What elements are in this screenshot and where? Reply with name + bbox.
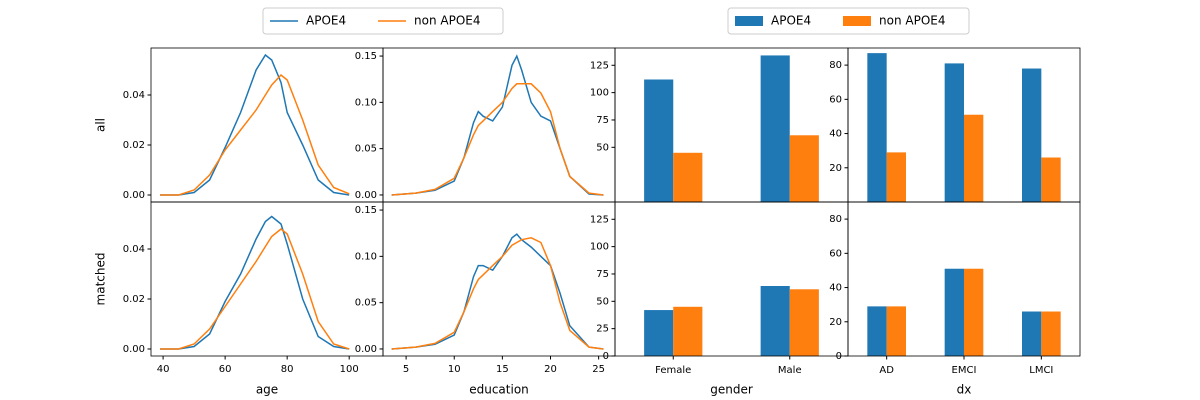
bar [964, 114, 984, 202]
x-tick-label: 60 [219, 364, 232, 375]
axes-frame [382, 47, 616, 203]
y-tick-label: 60 [829, 94, 842, 105]
y-tick-label: 100 [590, 88, 609, 99]
x-tick-label: 20 [544, 364, 557, 375]
x-tick-label: 10 [448, 364, 461, 375]
bar [644, 79, 674, 202]
bar [789, 289, 819, 356]
y-tick-label: 40 [829, 283, 842, 294]
bar [886, 152, 906, 202]
bar [760, 55, 790, 202]
legend-label: non APOE4 [879, 14, 945, 28]
density-line [160, 228, 350, 350]
x-tick-label: EMCI [952, 365, 977, 376]
legend-label: APOE4 [771, 14, 811, 28]
y-tick-label: 0.05 [355, 144, 377, 155]
x-tick-label: 5 [403, 364, 409, 375]
y-tick-label: 100 [590, 242, 609, 253]
bar [944, 268, 964, 356]
density-line [160, 73, 350, 196]
y-tick-label: 25 [596, 324, 609, 335]
density-line [160, 215, 350, 350]
density-line [391, 54, 604, 196]
x-tick-label: Male [778, 365, 802, 376]
density-line [391, 233, 604, 350]
x-tick-label: 40 [157, 364, 170, 375]
y-tick-label: 0.04 [123, 244, 145, 255]
legend-label: APOE4 [306, 14, 346, 28]
axes-frame [150, 201, 384, 357]
y-tick-label: 0.05 [355, 298, 377, 309]
y-tick-label: 0.15 [355, 51, 377, 62]
y-axis-label: matched [94, 253, 108, 306]
y-axis-label: all [94, 118, 108, 132]
y-tick-label: 0.10 [355, 97, 377, 108]
y-tick-label: 20 [829, 163, 842, 174]
x-axis-label: education [469, 383, 529, 397]
legend-label: non APOE4 [414, 14, 480, 28]
y-tick-label: 0.15 [355, 205, 377, 216]
x-axis-label: gender [710, 383, 753, 397]
bar [673, 152, 703, 202]
y-tick-label: 60 [829, 248, 842, 259]
y-tick-label: 50 [596, 142, 609, 153]
x-axis-label: dx [957, 383, 972, 397]
y-tick-label: 0 [603, 351, 609, 362]
y-tick-label: 0.00 [123, 344, 145, 355]
y-tick-label: 75 [596, 115, 609, 126]
bar [886, 306, 906, 356]
x-tick-label: 25 [592, 364, 605, 375]
x-tick-label: 15 [496, 364, 509, 375]
x-tick-label: 80 [281, 364, 294, 375]
bar [760, 286, 790, 356]
y-tick-label: 0.00 [355, 344, 377, 355]
y-tick-label: 0.00 [355, 190, 377, 201]
x-tick-label: 100 [340, 364, 359, 375]
bar [1022, 68, 1042, 203]
bar [944, 63, 964, 203]
y-tick-label: 125 [590, 60, 609, 71]
bar [867, 306, 887, 356]
axes-frame [150, 47, 384, 203]
x-tick-label: AD [879, 365, 894, 376]
y-tick-label: 0.02 [123, 140, 145, 151]
bar [1022, 311, 1042, 356]
bar [1041, 157, 1061, 202]
y-tick-label: 75 [596, 269, 609, 280]
y-tick-label: 0 [836, 351, 842, 362]
y-tick-label: 80 [829, 214, 842, 225]
density-line [391, 83, 604, 196]
y-tick-label: 50 [596, 296, 609, 307]
y-tick-label: 0.10 [355, 251, 377, 262]
y-tick-label: 125 [590, 214, 609, 225]
x-tick-label: Female [655, 365, 691, 376]
y-tick-label: 40 [829, 129, 842, 140]
axes-frame [847, 201, 1081, 357]
density-line [160, 53, 350, 196]
x-tick-label: LMCI [1029, 365, 1053, 376]
legend-swatch [843, 16, 871, 26]
bar [1041, 311, 1061, 356]
bar [867, 53, 887, 203]
y-tick-label: 80 [829, 60, 842, 71]
bar [644, 310, 674, 356]
bar [964, 268, 984, 356]
y-tick-label: 0.00 [123, 190, 145, 201]
density-line [391, 237, 604, 350]
x-axis-label: age [256, 383, 278, 397]
bar [673, 306, 703, 356]
y-tick-label: 20 [829, 317, 842, 328]
legend-swatch [735, 16, 763, 26]
axes-frame [382, 201, 616, 357]
bar [789, 135, 819, 202]
y-tick-label: 0.02 [123, 294, 145, 305]
y-tick-label: 0.04 [123, 90, 145, 101]
